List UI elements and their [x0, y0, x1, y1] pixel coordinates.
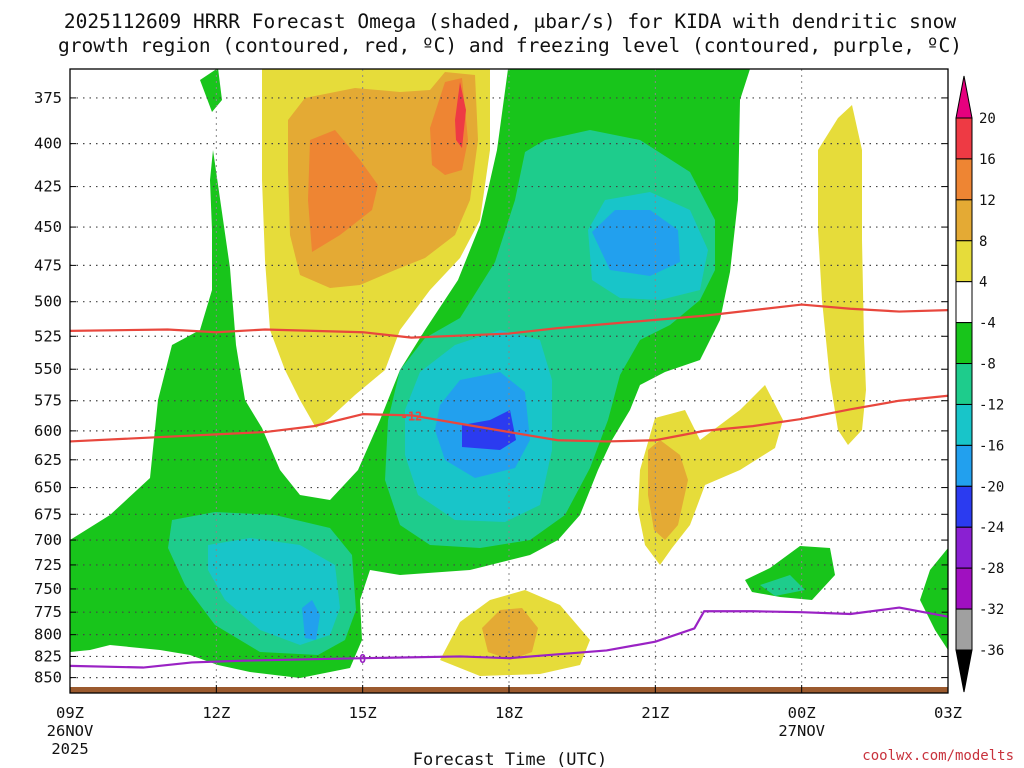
omega-band-minus8-right [760, 575, 805, 596]
omega-band-minus20 [462, 410, 516, 450]
y-tick-label: 625 [34, 451, 62, 469]
y-tick-label: 650 [34, 479, 62, 497]
colorbar-band [955, 526, 973, 569]
y-tick-label: 425 [34, 178, 62, 196]
colorbar-label: 20 [979, 111, 996, 127]
omega-band-minus16-lower [302, 600, 320, 640]
colorbar-band [955, 240, 973, 283]
omega-band-4-right [818, 105, 866, 445]
omega-band-16 [455, 82, 466, 148]
y-tick-label: 600 [34, 422, 62, 440]
colorbar-label: -20 [979, 479, 1004, 495]
x-tick-date: 26NOV [47, 722, 94, 740]
colorbar-band [955, 567, 973, 610]
omega-band-minus4-small [200, 69, 222, 112]
x-tick-year: 2025 [51, 740, 88, 758]
y-tick-label: 750 [34, 580, 62, 598]
y-tick-label: 400 [34, 135, 62, 153]
chart-title-line-2: growth region (contoured, red, ºC) and f… [58, 34, 962, 57]
x-axis-label: Forecast Time (UTC) [413, 750, 607, 768]
y-tick-label: 375 [34, 89, 62, 107]
y-tick-label: 550 [34, 360, 62, 378]
colorbar-label: -24 [979, 520, 1004, 536]
omega-band-8-mid [648, 440, 688, 540]
y-tick-label: 825 [34, 647, 62, 665]
contour-label: 0 [359, 652, 366, 666]
credit-text: coolwx.com/modelts [862, 748, 1014, 764]
y-tick-label: 850 [34, 669, 62, 687]
colorbar-band [955, 444, 973, 487]
x-tick-date: 27NOV [778, 722, 825, 740]
contour-dendritic-lower [70, 394, 948, 443]
colorbar-band [955, 117, 973, 160]
colorbar-band [955, 485, 973, 528]
colorbar-band [955, 199, 973, 242]
chart-title-line-1: 2025112609 HRRR Forecast Omega (shaded, … [64, 10, 956, 33]
x-tick-label: 00Z [788, 704, 816, 722]
colorbar-band [955, 281, 973, 324]
colorbar-label: -4 [979, 316, 996, 332]
contour-dendritic-upper [70, 303, 948, 339]
colorbar-band [955, 363, 973, 405]
x-tick-label: 09Z [56, 704, 84, 722]
omega-band-12 [308, 130, 378, 252]
y-axis: 375 400 425 450 475 500 525 550 575 600 625 650 675 7… [34, 89, 948, 687]
colorbar-top-arrow [955, 75, 973, 119]
colorbar-label: 16 [979, 152, 996, 168]
x-tick-label: 12Z [202, 704, 230, 722]
colorbar: 20 16 12 8 4 -4 -8 -12 -16 -20 -24 -28 -32 -36 [955, 75, 1004, 693]
y-tick-label: 475 [34, 256, 62, 274]
y-tick-label: 525 [34, 327, 62, 345]
colorbar-label: -12 [979, 397, 1004, 413]
omega-band-8-lower [482, 608, 538, 660]
y-tick-label: 675 [34, 505, 62, 523]
x-tick-label: 15Z [349, 704, 377, 722]
colorbar-label: -36 [979, 643, 1004, 659]
colorbar-label: -16 [979, 438, 1004, 454]
temperature-contours: -12 0 [70, 303, 948, 669]
colorbar-band [955, 403, 973, 446]
y-tick-label: 700 [34, 531, 62, 549]
x-tick-label: 21Z [641, 704, 669, 722]
x-tick-label: 03Z [934, 704, 962, 722]
y-tick-label: 450 [34, 218, 62, 236]
omega-shading [70, 69, 948, 690]
colorbar-band [955, 608, 973, 651]
y-tick-label: 575 [34, 392, 62, 410]
omega-band-minus16-upper [592, 210, 680, 276]
colorbar-bottom-arrow [955, 649, 973, 693]
omega-band-minus4-corner [920, 548, 948, 650]
y-tick-label: 500 [34, 293, 62, 311]
y-tick-label: 775 [34, 603, 62, 621]
colorbar-label: 12 [979, 193, 996, 209]
contour-label: -12 [401, 409, 423, 423]
colorbar-label: 4 [979, 275, 987, 291]
y-tick-label: 725 [34, 556, 62, 574]
x-tick-label: 18Z [495, 704, 523, 722]
colorbar-band [955, 158, 973, 201]
colorbar-label: -32 [979, 602, 1004, 618]
colorbar-band [955, 322, 973, 365]
contour-freezing-level [70, 606, 948, 669]
colorbar-label: -28 [979, 561, 1004, 577]
colorbar-label: 8 [979, 234, 987, 250]
y-tick-label: 800 [34, 626, 62, 644]
colorbar-label: -8 [979, 357, 996, 373]
